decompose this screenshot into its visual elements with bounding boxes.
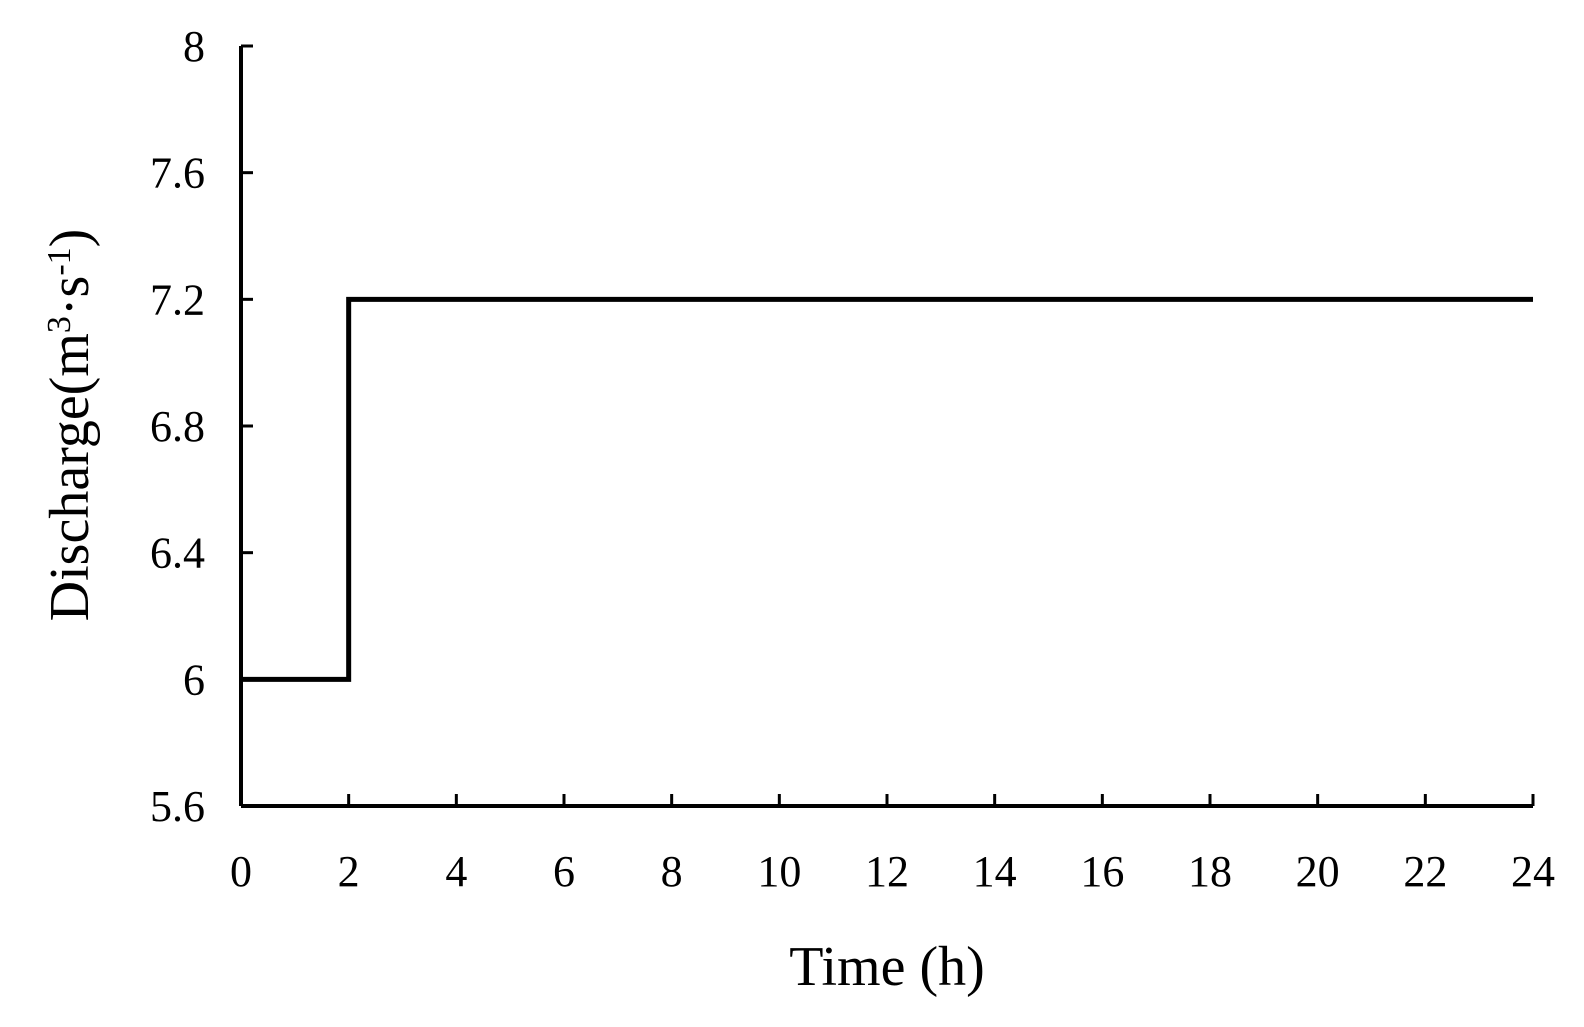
y-axis-title-sup1: 3 — [41, 316, 78, 333]
x-tick-label: 20 — [1296, 847, 1340, 896]
x-tick-label: 6 — [553, 847, 575, 896]
y-tick-label: 6 — [183, 655, 205, 704]
y-axis-title-sup2: -1 — [41, 247, 78, 275]
y-axis-title-main: Discharge(m — [39, 333, 101, 621]
y-tick-label: 7.6 — [150, 149, 205, 198]
plot-area: 5.666.46.87.27.680 2 4 6 8 10 12 14 16 18 20 22 24 — [150, 22, 1555, 896]
series-line — [241, 296, 1533, 682]
x-axis-title: Time (h) — [789, 936, 985, 998]
x-tick-label: 16 — [1080, 847, 1124, 896]
x-tick-label: 14 — [973, 847, 1017, 896]
x-tick-label: 12 — [865, 847, 909, 896]
y-axis-title-mid: ·s — [39, 276, 101, 316]
x-tick-label: 0 — [230, 847, 252, 896]
y-tick-label: 6.8 — [150, 402, 205, 451]
x-tick-label: 10 — [757, 847, 801, 896]
y-axis-title-end: ) — [39, 229, 101, 248]
y-tick-label: 5.6 — [150, 782, 205, 831]
x-tick-label: 18 — [1188, 847, 1232, 896]
x-tick-label: 8 — [661, 847, 683, 896]
x-tick-label: 4 — [445, 847, 467, 896]
y-tick-label: 7.2 — [150, 275, 205, 324]
x-tick-label: 22 — [1403, 847, 1447, 896]
x-tick-label: 24 — [1511, 847, 1555, 896]
y-tick-label: 8 — [183, 22, 205, 71]
x-tick-label: 2 — [338, 847, 360, 896]
y-axis-title: Discharge(m3·s-1) — [39, 229, 101, 622]
y-tick-label: 6.4 — [150, 529, 205, 578]
